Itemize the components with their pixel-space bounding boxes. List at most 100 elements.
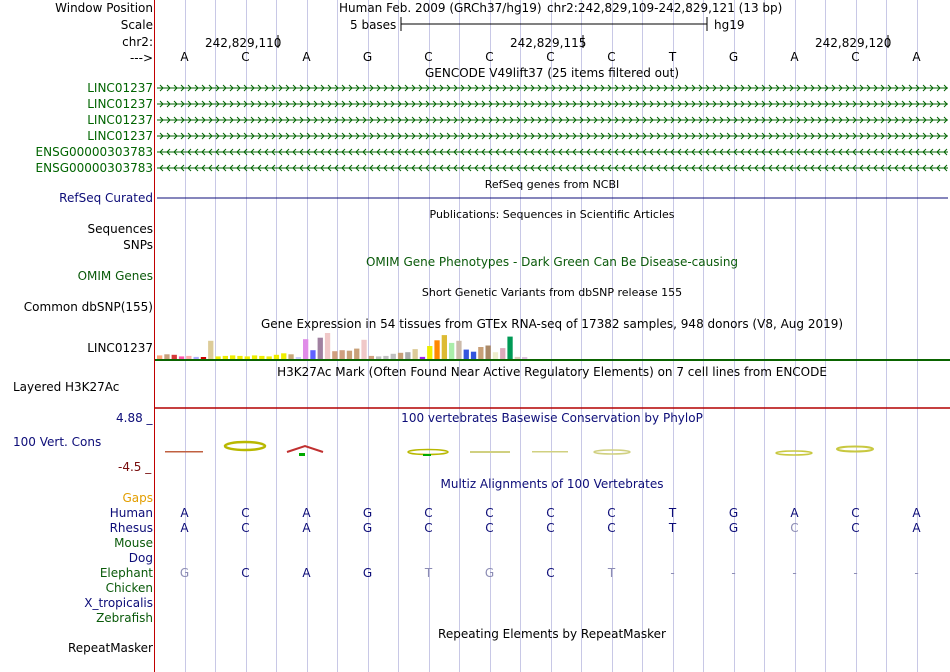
refseq-track-title[interactable]: RefSeq genes from NCBI: [484, 178, 620, 191]
gtex-tissue-bar[interactable]: [354, 348, 360, 359]
aligned-base: T: [668, 521, 677, 535]
reference-base: C: [851, 50, 860, 64]
gtex-tissue-bar[interactable]: [193, 356, 199, 359]
species-label[interactable]: Rhesus: [109, 521, 153, 535]
gtex-tissue-bar[interactable]: [449, 342, 455, 359]
gtex-bar-chart[interactable]: [157, 333, 528, 360]
gtex-tissue-bar[interactable]: [419, 356, 426, 359]
gtex-tissue-bar[interactable]: [368, 355, 374, 359]
gtex-tissue-bar[interactable]: [405, 352, 411, 359]
gtex-tissue-bar[interactable]: [288, 354, 294, 359]
gtex-tissue-bar[interactable]: [397, 352, 404, 359]
h3k27ac-track-title[interactable]: H3K27Ac Mark (Often Found Near Active Re…: [277, 365, 827, 379]
gtex-tissue-bar[interactable]: [303, 339, 309, 359]
gtex-tissue-bar[interactable]: [178, 356, 185, 359]
gtex-tissue-bar[interactable]: [441, 335, 447, 359]
publications-track-label[interactable]: Sequences: [87, 222, 153, 236]
omim-track-title[interactable]: OMIM Gene Phenotypes - Dark Green Can Be…: [365, 255, 739, 269]
gtex-tissue-bar[interactable]: [266, 356, 272, 359]
gtex-tissue-bar[interactable]: [507, 336, 513, 359]
gtex-tissue-bar[interactable]: [456, 340, 462, 359]
gencode-track-title[interactable]: GENCODE V49lift37 (25 items filtered out…: [424, 66, 680, 80]
gtex-tissue-bar[interactable]: [339, 350, 345, 359]
species-label[interactable]: Dog: [128, 551, 153, 565]
gtex-tissue-bar[interactable]: [434, 340, 440, 359]
phylop-track-label[interactable]: 100 Vert. Cons: [13, 435, 102, 449]
gtex-tissue-bar[interactable]: [492, 352, 499, 359]
phylop-mark-7: [470, 451, 510, 453]
dbsnp-track-title[interactable]: Short Genetic Variants from dbSNP releas…: [421, 286, 683, 299]
gencode-gene-lines[interactable]: [157, 84, 948, 172]
gtex-tissue-bar[interactable]: [317, 337, 323, 359]
species-label[interactable]: Chicken: [105, 581, 153, 595]
gtex-tissue-bar[interactable]: [361, 339, 367, 359]
gtex-tissue-bar[interactable]: [514, 356, 520, 359]
gencode-item-label[interactable]: ENSG00000303783: [35, 161, 153, 175]
gtex-tissue-bar[interactable]: [200, 357, 207, 359]
repeatmasker-track-label[interactable]: RepeatMasker: [67, 641, 153, 655]
gtex-tissue-bar[interactable]: [186, 355, 192, 359]
gtex-tissue-bar[interactable]: [251, 355, 258, 359]
gtex-tissue-bar[interactable]: [485, 345, 491, 360]
species-label[interactable]: Human: [109, 506, 153, 520]
gtex-tissue-bar[interactable]: [222, 355, 228, 359]
gtex-tissue-bar[interactable]: [470, 351, 477, 359]
publications-track-title[interactable]: Publications: Sequences in Scientific Ar…: [429, 208, 675, 221]
aligned-base: -: [914, 566, 919, 580]
gtex-tissue-bar[interactable]: [295, 357, 301, 359]
gencode-item-label[interactable]: LINC01237: [87, 129, 153, 143]
gtex-tissue-bar[interactable]: [324, 333, 331, 359]
gtex-tissue-bar[interactable]: [281, 353, 287, 359]
gtex-tissue-bar[interactable]: [310, 350, 316, 359]
gtex-tissue-bar[interactable]: [244, 356, 250, 359]
gtex-tissue-bar[interactable]: [237, 355, 243, 359]
gtex-tissue-bar[interactable]: [273, 354, 280, 359]
refseq-track-label[interactable]: RefSeq Curated: [59, 191, 153, 205]
aligned-base: -: [792, 566, 797, 580]
gtex-tissue-bar[interactable]: [463, 349, 469, 359]
gtex-tissue-bar[interactable]: [171, 354, 177, 359]
species-label[interactable]: Mouse: [114, 536, 153, 550]
base-grid-lines: [185, 0, 918, 672]
gtex-tissue-bar[interactable]: [208, 340, 214, 359]
species-label[interactable]: X_tropicalis: [84, 596, 153, 610]
gtex-tissue-bar[interactable]: [259, 355, 265, 359]
gtex-tissue-bar[interactable]: [412, 349, 418, 359]
gencode-item-label[interactable]: LINC01237: [87, 97, 153, 111]
h3k27ac-track-label[interactable]: Layered H3K27Ac: [13, 380, 120, 394]
gtex-tissue-bar[interactable]: [376, 356, 382, 359]
gencode-item-label[interactable]: ENSG00000303783: [35, 145, 153, 159]
repeatmasker-track-title[interactable]: Repeating Elements by RepeatMasker: [438, 627, 666, 641]
gtex-tissue-bar[interactable]: [427, 346, 433, 359]
gtex-tissue-bar[interactable]: [390, 353, 396, 359]
dbsnp-track-label[interactable]: Common dbSNP(155): [23, 300, 153, 314]
phylop-min-label: -4.5 _: [118, 460, 152, 474]
aligned-base: -: [853, 566, 858, 580]
multiz-gaps-label[interactable]: Gaps: [122, 491, 153, 505]
gtex-tissue-bar[interactable]: [346, 350, 353, 359]
snps-track-label[interactable]: SNPs: [123, 238, 153, 252]
gtex-tissue-bar[interactable]: [383, 355, 389, 359]
phylop-glyphs[interactable]: [165, 440, 874, 456]
gtex-tissue-bar[interactable]: [522, 357, 528, 359]
gtex-tissue-bar[interactable]: [157, 355, 163, 359]
gtex-tissue-bar[interactable]: [478, 347, 484, 359]
gencode-item-label[interactable]: LINC01237: [87, 81, 153, 95]
gencode-item-label[interactable]: LINC01237: [87, 113, 153, 127]
phylop-track-title[interactable]: 100 vertebrates Basewise Conservation by…: [401, 411, 703, 425]
aligned-base: A: [912, 506, 921, 520]
gtex-tissue-bar[interactable]: [215, 356, 221, 359]
phylop-mark-2: [223, 440, 267, 452]
gtex-tissue-bar[interactable]: [332, 351, 338, 359]
species-label[interactable]: Elephant: [99, 566, 153, 580]
species-label[interactable]: Zebrafish: [96, 611, 153, 625]
gtex-tissue-bar[interactable]: [164, 354, 170, 359]
gtex-tissue-bar[interactable]: [500, 348, 506, 359]
multiz-track-title[interactable]: Multiz Alignments of 100 Vertebrates: [440, 477, 664, 491]
reference-base: C: [424, 50, 433, 64]
gtex-tissue-bar[interactable]: [230, 355, 236, 359]
omim-track-label[interactable]: OMIM Genes: [77, 269, 153, 283]
aligned-base: G: [484, 566, 495, 580]
gtex-track-title[interactable]: Gene Expression in 54 tissues from GTEx …: [260, 317, 844, 331]
gtex-gene-label[interactable]: LINC01237: [87, 341, 153, 355]
